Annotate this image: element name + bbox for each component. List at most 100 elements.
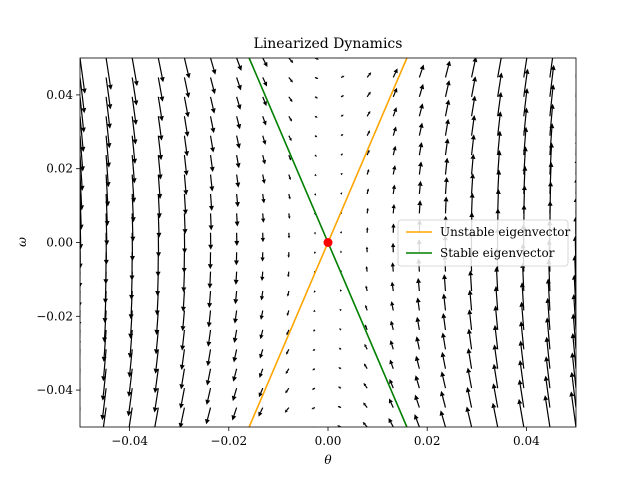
quiver-arrow — [234, 232, 240, 246]
quiver-arrow — [365, 285, 368, 292]
x-tick-label: −0.04 — [111, 434, 148, 448]
quiver-arrow — [154, 310, 160, 335]
quiver-arrow — [288, 426, 289, 427]
quiver-arrow — [392, 126, 397, 136]
quiver-arrow — [338, 367, 342, 370]
quiver-arrow — [544, 336, 551, 369]
quiver-arrow — [312, 348, 316, 351]
quiver-arrow — [497, 91, 503, 117]
quiver-arrow — [157, 174, 163, 200]
quiver-arrow — [575, 109, 576, 117]
fixed-point-layer — [323, 238, 333, 247]
quiver-arrow — [391, 223, 396, 233]
quiver-arrow — [288, 135, 292, 142]
quiver-arrow — [179, 388, 186, 409]
quiver-arrow — [466, 367, 473, 389]
quiver-arrow — [366, 91, 371, 98]
quiver-arrow — [470, 115, 477, 136]
quiver-arrow — [128, 310, 134, 339]
quiver-arrow — [101, 349, 107, 382]
quiver-arrow — [288, 58, 294, 64]
quiver-arrow — [340, 172, 343, 176]
quiver-arrow — [491, 383, 499, 408]
quiver-arrow — [440, 351, 447, 369]
quiver-arrow — [80, 271, 82, 306]
quiver-arrow — [523, 58, 525, 59]
quiver-arrow — [285, 368, 290, 375]
quiver-arrow — [389, 379, 394, 389]
quiver-arrow — [415, 297, 421, 311]
quiver-arrow — [285, 387, 290, 394]
quiver-arrow — [314, 96, 319, 99]
quiver-arrow — [288, 154, 292, 161]
quiver-arrow — [339, 308, 342, 312]
quiver-arrow — [105, 77, 113, 110]
quiver-arrow — [288, 96, 293, 103]
quiver-arrow — [313, 193, 317, 196]
legend-label: Stable eigenvector — [440, 246, 555, 260]
quiver-arrow — [339, 289, 343, 292]
quiver-arrow — [549, 58, 554, 78]
quiver-arrow — [183, 174, 189, 196]
quiver-arrow — [575, 104, 576, 136]
quiver-arrow — [337, 386, 342, 389]
quiver-arrow — [543, 375, 551, 408]
quiver-arrow — [262, 135, 267, 145]
quiver-arrow — [130, 193, 136, 223]
quiver-arrow — [260, 252, 265, 262]
quiver-arrow — [518, 321, 525, 350]
quiver-arrow — [286, 310, 290, 317]
quiver-arrow — [497, 111, 503, 136]
quiver-arrow — [492, 324, 499, 350]
quiver-arrow — [236, 77, 242, 91]
quiver-arrow — [183, 77, 191, 98]
chart-title: Linearized Dynamics — [254, 36, 403, 52]
quiver-arrow — [209, 116, 216, 134]
quiver-arrow — [569, 371, 576, 408]
y-tick-label: 0.02 — [46, 162, 73, 176]
quiver-arrow — [444, 118, 450, 136]
quiver-arrow — [258, 387, 264, 398]
quiver-arrow — [414, 394, 420, 408]
quiver-arrow — [391, 242, 396, 253]
quiver-arrow — [207, 271, 213, 289]
quiver-arrow — [416, 277, 422, 292]
quiver-arrow — [469, 192, 475, 214]
quiver-arrow — [205, 368, 212, 386]
quiver-arrow — [288, 115, 293, 122]
quiver-arrow — [365, 246, 369, 253]
quiver-arrow — [467, 309, 473, 330]
quiver-arrow — [576, 22, 583, 58]
quiver-arrow — [131, 96, 138, 125]
quiver-arrow — [544, 356, 551, 389]
quiver-arrow — [105, 155, 111, 188]
quiver-arrow — [183, 96, 190, 118]
quiver-arrow — [233, 310, 238, 324]
quiver-arrow — [80, 388, 81, 394]
quiver-arrow — [392, 165, 397, 175]
quiver-arrow — [311, 407, 316, 410]
quiver-arrow — [258, 368, 264, 378]
quiver-arrow — [80, 368, 81, 376]
quiver-arrow — [287, 213, 291, 219]
quiver-arrow — [157, 77, 165, 102]
quiver-arrow — [102, 310, 108, 343]
quiver-arrow — [439, 390, 447, 408]
quiver-arrow — [440, 371, 447, 389]
quiver-arrow — [157, 116, 164, 141]
quiver-arrow — [232, 349, 238, 363]
quiver-arrow — [364, 343, 368, 350]
quiver-arrow — [180, 291, 186, 312]
quiver-arrow — [131, 77, 139, 106]
quiver-arrow — [414, 375, 420, 389]
x-axis-label: θ — [324, 453, 332, 467]
quiver-arrow — [80, 291, 82, 325]
quiver-arrow — [209, 155, 215, 172]
quiver-arrow — [105, 96, 112, 129]
quiver-arrow — [156, 193, 162, 219]
y-tick-label: −0.04 — [36, 383, 73, 397]
quiver-arrow — [414, 355, 420, 369]
quiver-arrow — [470, 95, 477, 117]
quiver-arrow — [389, 359, 394, 369]
quiver-arrow — [365, 266, 369, 272]
